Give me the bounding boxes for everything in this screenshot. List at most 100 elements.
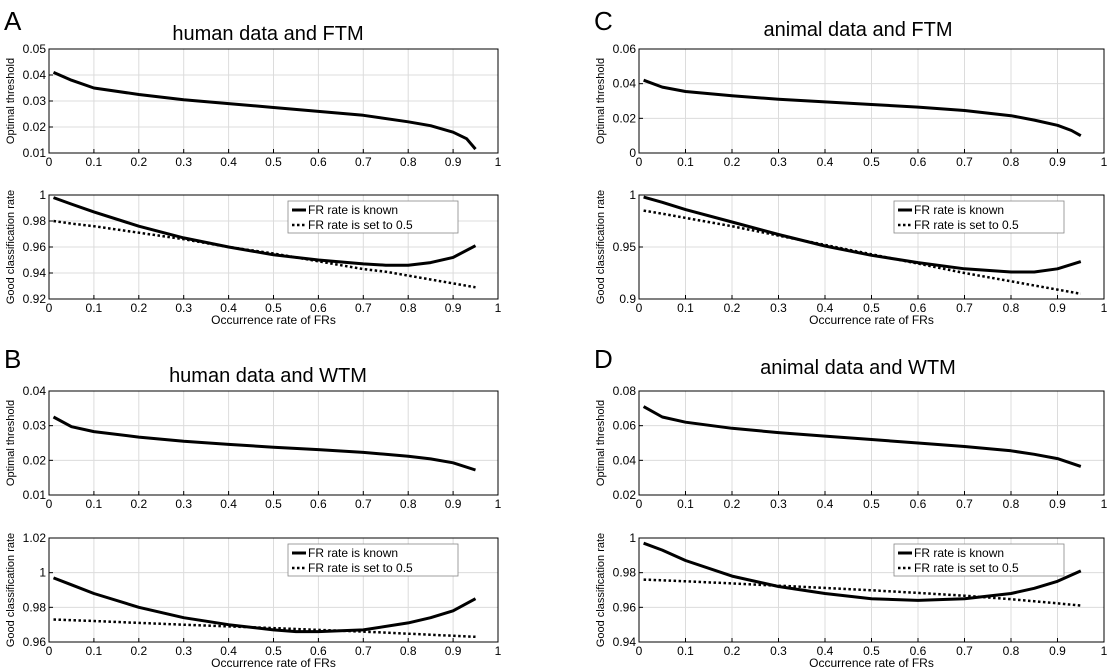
x-tick-label: 0.1: [677, 301, 694, 315]
x-tick-label: 0.1: [86, 301, 103, 315]
series-line-known: [643, 541, 1082, 602]
bottom-axes: 0 0.1 0.2 0.3 0.4 0.5 0.6 0.7 0.8 0.9 1 0.94 0.96 0.9…: [595, 531, 1108, 669]
y-tick-label: 0.94: [613, 635, 637, 649]
x-tick-label: 0.2: [130, 644, 147, 658]
panel-title: human data and WTM: [169, 365, 367, 387]
x-tick-label: 0.7: [355, 155, 372, 169]
x-axis-label: Occurrence rate of FRs: [809, 313, 934, 327]
y-tick-label: 0.04: [23, 68, 47, 82]
y-tick-label: 0.98: [613, 566, 637, 580]
x-tick-label: 0.8: [400, 155, 417, 169]
legend-box: [287, 543, 459, 577]
x-tick-label: 0.4: [817, 301, 834, 315]
top-axes: 0 0.1 0.2 0.3 0.4 0.5 0.6 0.7 0.8 0.9 1 0.01 0.02 0.0…: [5, 384, 502, 511]
x-tick-label: 0.2: [130, 497, 147, 511]
series-line-fixed: [53, 618, 476, 639]
bottom-axes: 0 0.1 0.2 0.3 0.4 0.5 0.6 0.7 0.8 0.9 1 0.96 0.98 1 1.…: [5, 531, 502, 669]
x-tick-label: 0.8: [400, 497, 417, 511]
x-tick-label: 0.9: [445, 644, 462, 658]
top-axes: 0 0.1 0.2 0.3 0.4 0.5 0.6 0.7 0.8 0.9 1 0.02 0.04 0.0…: [595, 384, 1108, 511]
y-tick-label: 1: [39, 188, 46, 202]
legend-label-fixed: FR rate is set to 0.5: [308, 561, 413, 575]
x-tick-label: 1: [1101, 301, 1108, 315]
panel-letter: C: [594, 6, 613, 36]
y-tick-label: 0.9: [619, 292, 636, 306]
x-tick-label: 0.5: [863, 644, 880, 658]
x-tick-label: 1: [1101, 155, 1108, 169]
x-tick-label: 0.6: [910, 644, 927, 658]
x-tick-label: 0.2: [724, 497, 741, 511]
y-tick-label: 0.08: [613, 384, 637, 398]
x-tick-label: 0.4: [817, 644, 834, 658]
x-tick-label: 0.3: [770, 497, 787, 511]
y-tick-label: 0.06: [613, 42, 637, 56]
x-axis-label: Occurrence rate of FRs: [211, 313, 336, 327]
x-tick-label: 0: [636, 301, 643, 315]
x-tick-label: 1: [495, 155, 502, 169]
top-axes: 0 0.1 0.2 0.3 0.4 0.5 0.6 0.7 0.8 0.9 1 0 0.02 0.04 0.…: [595, 42, 1108, 169]
x-tick-label: 1: [495, 497, 502, 511]
x-tick-label: 0.6: [910, 497, 927, 511]
x-tick-label: 0.5: [265, 644, 282, 658]
x-tick-label: 0.6: [310, 155, 327, 169]
x-tick-label: 0.5: [265, 155, 282, 169]
panel-title: animal data and FTM: [764, 19, 953, 41]
y-tick-label: 0.03: [23, 419, 47, 433]
x-tick-label: 0.4: [220, 155, 237, 169]
series-line-fixed: [643, 578, 1081, 607]
x-tick-label: 0.7: [956, 644, 973, 658]
x-tick-label: 0.6: [310, 644, 327, 658]
x-tick-label: 0.5: [863, 497, 880, 511]
x-tick-label: 0.6: [910, 155, 927, 169]
x-tick-label: 0.7: [355, 644, 372, 658]
series-line-fixed: [643, 209, 1082, 296]
y-axis-label: Optimal threshold: [5, 58, 17, 144]
x-tick-label: 0: [636, 644, 643, 658]
legend-label-fixed: FR rate is set to 0.5: [308, 218, 413, 232]
bottom-axes: 0 0.1 0.2 0.3 0.4 0.5 0.6 0.7 0.8 0.9 1 0.9 0.95 1 Goo…: [595, 188, 1108, 327]
x-tick-label: 0.3: [770, 301, 787, 315]
y-tick-label: 0.04: [613, 77, 637, 91]
y-tick-label: 0.92: [23, 292, 47, 306]
panel-letter: A: [4, 6, 22, 36]
series-line-threshold: [52, 71, 477, 151]
x-tick-label: 0.4: [220, 497, 237, 511]
x-tick-label: 0.8: [400, 644, 417, 658]
series-line-fixed: [53, 219, 476, 289]
x-tick-label: 0.4: [817, 155, 834, 169]
x-tick-label: 0: [46, 497, 53, 511]
y-tick-label: 0.98: [23, 600, 47, 614]
panel-title: human data and FTM: [172, 23, 363, 45]
x-axis-label: Occurrence rate of FRs: [211, 656, 336, 669]
y-axis-label: Good classification rate: [5, 190, 17, 304]
x-tick-label: 0.1: [677, 155, 694, 169]
x-tick-label: 0: [636, 155, 643, 169]
x-tick-label: 0.1: [86, 155, 103, 169]
x-tick-label: 0.4: [220, 301, 237, 315]
x-tick-label: 0.3: [770, 155, 787, 169]
x-tick-label: 0.6: [910, 301, 927, 315]
y-tick-label: 0.96: [23, 635, 47, 649]
y-tick-label: 0.03: [23, 94, 47, 108]
y-tick-label: 0.96: [613, 600, 637, 614]
x-tick-label: 0.1: [677, 644, 694, 658]
y-axis-label: Optimal threshold: [595, 400, 607, 486]
x-tick-label: 0.9: [1049, 301, 1066, 315]
x-tick-label: 0.2: [724, 644, 741, 658]
x-tick-label: 0.8: [1003, 644, 1020, 658]
x-tick-label: 0: [636, 497, 643, 511]
x-tick-label: 0.6: [310, 301, 327, 315]
x-tick-label: 1: [1101, 644, 1108, 658]
x-tick-label: 1: [1101, 497, 1108, 511]
x-tick-label: 0.8: [400, 301, 417, 315]
legend-label-fixed: FR rate is set to 0.5: [914, 561, 1019, 575]
x-tick-label: 0.1: [677, 497, 694, 511]
y-tick-label: 0: [629, 146, 636, 160]
y-tick-label: 0.98: [23, 214, 47, 228]
x-tick-label: 0.7: [355, 301, 372, 315]
x-axis-label: Occurrence rate of FRs: [809, 656, 934, 669]
x-tick-label: 0.9: [1049, 497, 1066, 511]
legend-box: [287, 200, 459, 234]
